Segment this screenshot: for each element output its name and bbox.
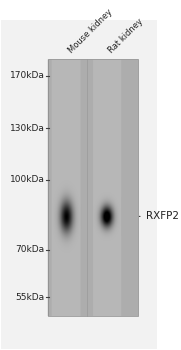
Text: 70kDa: 70kDa [16, 245, 45, 254]
Text: 130kDa: 130kDa [10, 124, 45, 133]
Text: Rat kidney: Rat kidney [107, 17, 145, 55]
Text: RXFP2: RXFP2 [139, 211, 179, 222]
Text: 170kDa: 170kDa [10, 71, 45, 80]
Text: 100kDa: 100kDa [10, 175, 45, 184]
Text: 55kDa: 55kDa [16, 293, 45, 302]
Text: Mouse kidney: Mouse kidney [66, 8, 114, 55]
Bar [48, 59, 138, 316]
